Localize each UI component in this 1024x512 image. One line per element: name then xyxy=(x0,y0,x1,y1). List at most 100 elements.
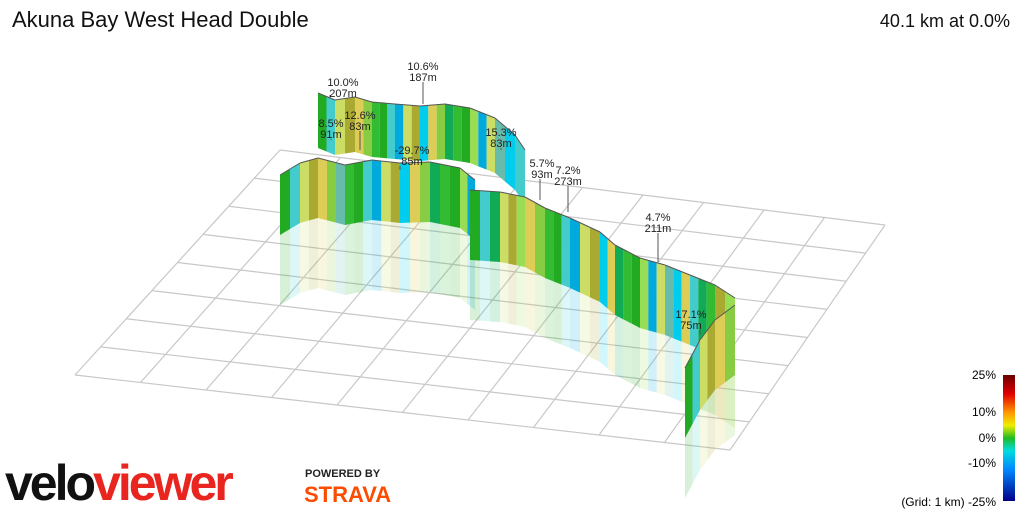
ribbon-edge xyxy=(544,207,571,219)
ribbon-segment xyxy=(410,162,420,223)
legend-label: 25% xyxy=(972,368,996,382)
ribbon-shadow xyxy=(400,222,410,293)
ribbon-segment xyxy=(516,195,525,267)
title: Akuna Bay West Head Double xyxy=(12,7,309,32)
grid-line xyxy=(126,318,769,395)
ribbon-segment xyxy=(480,190,490,262)
ribbon-segment xyxy=(525,197,535,273)
ribbon-edge xyxy=(317,157,346,166)
ribbon-shadow xyxy=(525,267,535,333)
ribbon-segment xyxy=(648,260,657,333)
ribbon-segment xyxy=(450,166,460,228)
ribbon-edge xyxy=(614,244,641,259)
ribbon-edge xyxy=(444,103,471,109)
ribbon-shadow xyxy=(460,228,468,304)
ribbon-edge xyxy=(569,217,601,233)
annotation-length: 83m xyxy=(349,121,370,133)
ribbon-segment xyxy=(335,98,345,155)
ribbon-segment xyxy=(570,218,580,293)
ribbon-segment xyxy=(715,312,725,390)
ribbon-shadow xyxy=(640,328,649,391)
ribbon-segment xyxy=(623,249,632,324)
ribbon-shadow xyxy=(590,297,600,362)
ribbon-segment xyxy=(372,160,382,221)
annotation-grade: 15.3% xyxy=(485,127,516,139)
branding: veloviewer POWERED BY STRAVA xyxy=(5,455,391,511)
ribbon-edge xyxy=(599,231,616,246)
ribbon-edge xyxy=(524,196,546,209)
ribbon-segment xyxy=(309,158,318,221)
ribbon-edge xyxy=(639,257,666,266)
ribbon-segment xyxy=(478,111,487,170)
ribbon-segment xyxy=(290,163,300,229)
ribbon-segment xyxy=(470,190,480,261)
ribbon-segment xyxy=(681,271,690,345)
ribbon-segment xyxy=(665,265,674,339)
ribbon-segment xyxy=(545,208,554,282)
annotation-length: 207m xyxy=(329,88,357,100)
ribbon-edge xyxy=(429,161,461,169)
ribbon-edge xyxy=(494,117,516,136)
ribbon-shadow xyxy=(570,288,580,353)
ribbon-shadow xyxy=(290,223,300,299)
ribbon-segment xyxy=(440,164,450,226)
ribbon-edge xyxy=(469,189,501,193)
annotation-grade: 17.1% xyxy=(675,309,706,321)
ribbon-segment xyxy=(515,135,525,205)
ribbon-shadow xyxy=(685,424,693,498)
ribbon-segment xyxy=(300,160,309,223)
ribbon-shadow xyxy=(535,272,545,338)
ribbon-segment xyxy=(372,102,380,158)
ribbon-shadow xyxy=(354,221,363,294)
ribbon-shadow xyxy=(318,218,327,291)
ribbon-shadow xyxy=(700,400,708,470)
ribbon-shadow xyxy=(615,315,624,380)
ribbon-segment xyxy=(345,97,355,154)
ribbon-segment xyxy=(445,104,454,161)
ribbon-segment xyxy=(336,162,345,225)
ribbon-shadow xyxy=(656,332,665,395)
ribbon-segment xyxy=(631,253,640,328)
ribbon-segment xyxy=(495,118,505,182)
ribbon-edge xyxy=(399,161,431,164)
ribbon-shadow xyxy=(600,302,608,369)
ribbon-shadow xyxy=(715,382,725,450)
grid-line xyxy=(100,346,750,423)
ribbon-shadow xyxy=(345,223,354,295)
ribbon-edge xyxy=(371,101,396,105)
annotation-grade: 4.7% xyxy=(645,212,670,224)
ribbon-segment xyxy=(460,168,468,234)
ribbon-segment xyxy=(707,320,715,400)
ribbon-edge xyxy=(459,167,476,181)
ribbon-segment xyxy=(400,162,410,223)
grid-line xyxy=(74,374,731,451)
ribbon-edge xyxy=(299,157,319,164)
ribbon-shadow xyxy=(309,218,318,291)
ribbon-segment xyxy=(326,96,335,155)
ribbon-shadow xyxy=(580,292,590,358)
ribbon-shadow xyxy=(280,229,290,305)
ribbon-segment xyxy=(700,330,708,410)
ribbon-segment xyxy=(685,354,693,438)
ribbon-edge xyxy=(419,103,446,107)
ribbon-segment xyxy=(355,97,364,155)
annotation-grade: 8.5% xyxy=(318,118,343,130)
ribbon-segment xyxy=(725,305,735,383)
ribbon-edge xyxy=(344,159,373,166)
ribbon-segment xyxy=(345,163,354,225)
color-scale xyxy=(1003,375,1015,501)
ribbon-segment xyxy=(430,162,440,224)
annotations: 10.0%207m10.6%187m8.5%91m12.6%83m-29.7%8… xyxy=(318,61,707,335)
ribbon-edge xyxy=(514,134,526,151)
ribbon-edge xyxy=(699,319,716,341)
ribbon-segment xyxy=(590,227,600,302)
ribbon-segment xyxy=(656,262,665,335)
ribbon-shadow xyxy=(516,265,525,327)
legend-label: (Grid: 1 km) -25% xyxy=(901,495,996,509)
ribbon-edge xyxy=(279,162,301,176)
ribbon-shadow xyxy=(553,281,562,345)
legend-label: -10% xyxy=(968,456,996,470)
ribbon-segment xyxy=(381,161,391,222)
ribbon-segment xyxy=(420,105,429,161)
